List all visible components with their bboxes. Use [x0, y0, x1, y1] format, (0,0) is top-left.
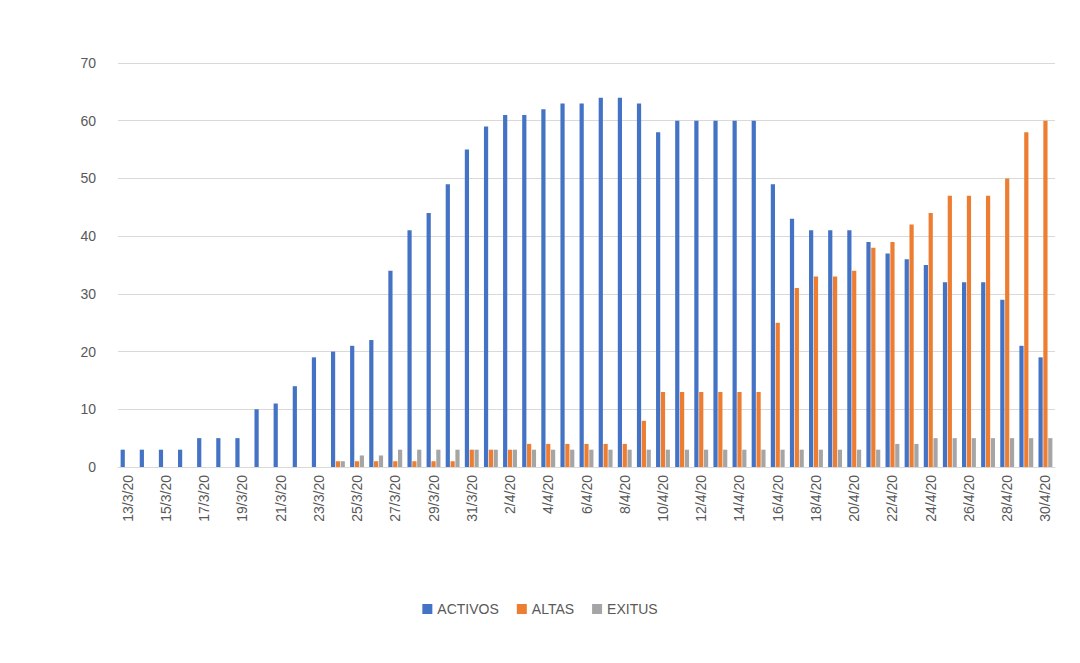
svg-text:20: 20 — [80, 344, 96, 360]
svg-text:40: 40 — [80, 228, 96, 244]
svg-text:4/4/20: 4/4/20 — [540, 475, 556, 514]
svg-text:12/4/20: 12/4/20 — [693, 475, 709, 522]
svg-text:21/3/20: 21/3/20 — [273, 475, 289, 522]
svg-text:8/4/20: 8/4/20 — [617, 475, 633, 514]
svg-text:14/4/20: 14/4/20 — [731, 475, 747, 522]
svg-text:23/3/20: 23/3/20 — [311, 475, 327, 522]
svg-text:24/4/20: 24/4/20 — [923, 475, 939, 522]
svg-text:50: 50 — [80, 170, 96, 186]
svg-text:ALTAS: ALTAS — [532, 601, 574, 617]
svg-text:26/4/20: 26/4/20 — [961, 475, 977, 522]
svg-text:19/3/20: 19/3/20 — [234, 475, 250, 522]
svg-text:30/4/20: 30/4/20 — [1037, 475, 1053, 522]
svg-text:27/3/20: 27/3/20 — [387, 475, 403, 522]
svg-text:17/3/20: 17/3/20 — [196, 475, 212, 522]
svg-text:30: 30 — [80, 286, 96, 302]
svg-text:ACTIVOS: ACTIVOS — [437, 601, 498, 617]
svg-text:70: 70 — [80, 55, 96, 71]
svg-text:6/4/20: 6/4/20 — [579, 475, 595, 514]
svg-text:31/3/20: 31/3/20 — [464, 475, 480, 522]
svg-text:0: 0 — [88, 459, 96, 475]
svg-text:15/3/20: 15/3/20 — [158, 475, 174, 522]
svg-text:20/4/20: 20/4/20 — [846, 475, 862, 522]
svg-text:18/4/20: 18/4/20 — [808, 475, 824, 522]
svg-text:10: 10 — [80, 401, 96, 417]
svg-text:22/4/20: 22/4/20 — [884, 475, 900, 522]
svg-text:10/4/20: 10/4/20 — [655, 475, 671, 522]
svg-text:EXITUS: EXITUS — [607, 601, 658, 617]
svg-text:28/4/20: 28/4/20 — [999, 475, 1015, 522]
svg-text:13/3/20: 13/3/20 — [120, 475, 136, 522]
svg-text:2/4/20: 2/4/20 — [502, 475, 518, 514]
svg-text:60: 60 — [80, 113, 96, 129]
svg-text:29/3/20: 29/3/20 — [426, 475, 442, 522]
svg-text:16/4/20: 16/4/20 — [770, 475, 786, 522]
svg-text:25/3/20: 25/3/20 — [349, 475, 365, 522]
